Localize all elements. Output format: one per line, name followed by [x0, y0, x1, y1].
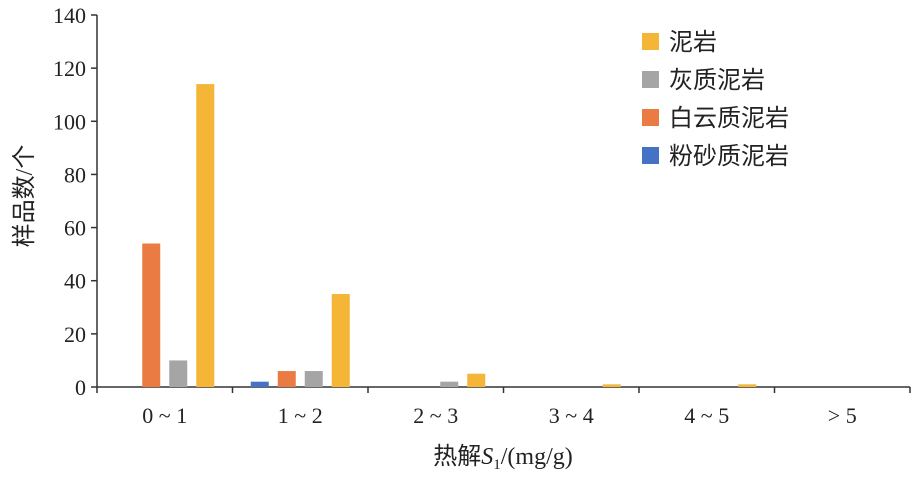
legend-label: 灰质泥岩	[669, 67, 765, 94]
bar	[196, 84, 215, 387]
y-tick-label: 120	[53, 56, 86, 81]
y-tick-label: 100	[53, 109, 86, 134]
x-axis-title-variable: S	[481, 444, 493, 470]
y-tick-label: 80	[64, 162, 86, 187]
legend-label: 粉砂质泥岩	[669, 143, 789, 170]
y-axis: 0 20 40 60 80 100 120 140	[53, 3, 98, 400]
x-axis-title: 热解S1/(mg/g)	[433, 443, 573, 473]
bar	[169, 360, 188, 387]
x-axis-title-unit: /(mg/g)	[501, 444, 573, 470]
legend-swatch	[642, 109, 659, 126]
legend-label: 白云质泥岩	[669, 105, 789, 132]
bars	[142, 84, 757, 387]
legend-swatch	[642, 71, 659, 88]
bar	[304, 371, 323, 387]
bar	[440, 381, 459, 387]
y-tick-label: 0	[75, 375, 86, 400]
legend-label: 泥岩	[669, 29, 717, 56]
x-axis: 0 ~ 1 1 ~ 2 2 ~ 3 3 ~ 4 4 ~ 5 > 5	[96, 386, 911, 428]
y-axis-title: 样品数/个	[11, 145, 38, 248]
bar	[250, 381, 269, 387]
x-tick-label: 4 ~ 5	[684, 403, 729, 428]
y-tick-label: 40	[64, 269, 86, 294]
legend-swatch	[642, 147, 659, 164]
y-tick-label: 20	[64, 322, 86, 347]
bar	[738, 384, 757, 387]
bar	[467, 373, 486, 387]
bar	[277, 371, 296, 387]
bar	[602, 384, 621, 387]
x-tick-label: > 5	[828, 403, 857, 428]
legend-swatch	[642, 33, 659, 50]
y-tick-label: 60	[64, 216, 86, 241]
x-tick-label: 3 ~ 4	[549, 403, 594, 428]
x-tick-label: 1 ~ 2	[278, 403, 323, 428]
x-axis-title-subscript: 1	[493, 457, 501, 473]
y-tick-label: 140	[53, 3, 86, 28]
x-tick-label: 2 ~ 3	[413, 403, 458, 428]
bar	[142, 243, 161, 387]
x-tick-label: 0 ~ 1	[142, 403, 187, 428]
bar	[331, 294, 350, 387]
x-axis-title-prefix: 热解	[433, 443, 481, 470]
